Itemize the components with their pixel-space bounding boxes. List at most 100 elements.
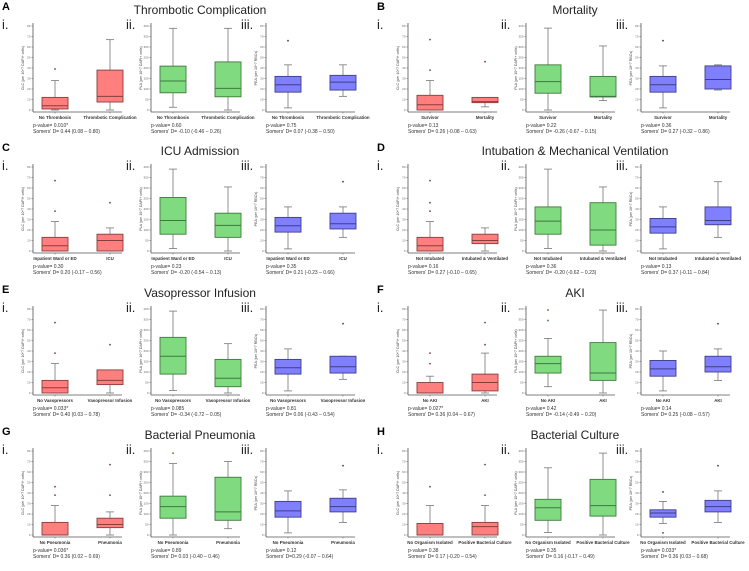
y-tick-label: 0 [404,108,406,112]
box-group-1 [649,39,677,109]
y-axis-label: PLA (per 10^7 DAPI+ cells) [139,329,143,373]
y-tick-label: 0 [522,108,524,112]
y-tick-label: 20 [27,228,31,232]
y-tick-label: 10 [402,381,406,385]
y-tick-label: 200 [143,491,148,495]
subplot-pea: iii. 0 10 20 30 40 50 60 70 80 PEA (per 10^7 RBCs)… [616,17,732,135]
subplot-pea: iii. 0 10 20 30 40 50 60 70 80 PEA (per 10^7 RBCs)… [616,158,741,276]
y-tick-label: 30 [635,360,639,364]
x-tick-label: No Organism Isolated [525,540,571,545]
y-tick-label: 60 [260,470,264,474]
x-tick-label: No Pneumonia [273,540,304,545]
y-tick-label: 10 [260,381,264,385]
x-tick-label: Vasopressor Infusion [321,398,366,403]
subplot-numeral: iii. [616,300,628,315]
panel-svg: H Bacterial Culture i. 0 10 20 30 40 50 60 70 80 CLC… [377,426,745,560]
y-tick-label: 70 [635,176,639,180]
y-axis-label: CLC (per 10^7 DAPI+ cells) [21,329,25,373]
panel-title: Bacterial Culture [531,428,620,442]
box-group-1 [159,452,187,536]
y-tick-label: 40 [635,349,639,353]
y-tick-label: 10 [635,523,639,527]
subplot-clc: i. 0 10 20 30 40 50 60 70 80 CLC (per 10^7 DAPI+ c… [377,300,499,418]
subplot-numeral: i. [377,442,384,457]
y-tick-label: 250 [518,339,523,343]
y-tick-label: 60 [27,328,31,332]
box-iqr [704,355,732,373]
somers-d: Somers' D= 0.27 (-0.32 – 0.86) [641,129,710,135]
y-tick-label: 50 [520,98,524,102]
y-tick-label: 400 [143,24,148,28]
y-tick-label: 300 [143,328,148,332]
box-group-1 [274,490,302,534]
y-tick-label: 70 [27,460,31,464]
y-tick-label: 20 [402,512,406,516]
y-tick-label: 30 [635,77,639,81]
y-tick-label: 10 [260,239,264,243]
box-iqr [589,478,617,517]
y-tick-label: 70 [402,318,406,322]
x-tick-label: Positive Bacterial Culture [458,540,512,545]
y-tick-label: 0 [522,391,524,395]
box-iqr [41,521,69,536]
box-iqr [416,236,444,252]
outlier-point [547,309,549,311]
y-axis-label: PEA (per 10^7 RBCs) [629,51,633,86]
y-tick-label: 70 [635,35,639,39]
subplot-numeral: i. [2,442,9,457]
subplot-pea: iii. 0 10 20 30 40 50 60 70 80 PEA (per 10^7 RBCs)… [241,17,370,135]
panel-letter: B [377,1,385,13]
outlier-point [484,343,486,346]
box-iqr [329,212,357,230]
box-group-1 [41,321,69,394]
x-tick-label: No AKI [423,398,437,403]
x-tick-label: No Pneumonia [158,540,189,545]
y-tick-label: 0 [637,249,639,253]
y-tick-label: 10 [260,98,264,102]
outlier-point [429,362,431,365]
outlier-point [109,201,111,204]
p-value: p-value= 0.89 [151,548,182,554]
x-tick-label: ICU [339,256,347,261]
panel-letter: D [377,142,385,154]
box-iqr [589,342,617,381]
y-tick-label: 60 [402,470,406,474]
box-iqr [41,379,69,394]
box-group-1 [274,348,302,392]
y-tick-label: 350 [518,460,523,464]
subplot-pea: iii. 0 10 20 30 40 50 60 70 80 PEA (per 10^7 RBCs)… [241,158,357,276]
box-iqr [416,382,444,394]
x-tick-label: No Vasopressors [37,398,73,403]
y-tick-label: 350 [143,318,148,322]
y-tick-label: 40 [260,66,264,70]
y-tick-label: 100 [143,228,148,232]
x-tick-label: Pneumonia [331,540,355,545]
y-tick-label: 50 [27,481,31,485]
panel-letter: C [2,142,10,154]
subplot-numeral: i. [2,300,9,315]
y-tick-label: 0 [522,249,524,253]
box-group-2 [704,322,732,381]
y-tick-label: 40 [260,207,264,211]
somers-d: Somers' D= 0.36 (0.03 – 0.68) [641,554,708,560]
subplot-clc: i. 0 10 20 30 40 50 60 70 80 CLC (per 10^7 DAPI+ c… [2,300,133,418]
p-value: p-value= 0.75 [266,123,297,129]
y-tick-label: 50 [145,523,149,527]
box-group-2 [704,464,732,523]
somers-d: Somers' D= -0.20 (-0.62 – 0.23) [526,270,597,276]
y-tick-label: 50 [635,56,639,60]
y-tick-label: 0 [29,533,31,537]
x-tick-label: ICU [106,256,114,261]
y-tick-label: 30 [27,502,31,506]
somers-d: Somers' D= 0.07 (-0.38 – 0.50) [266,129,335,135]
y-tick-label: 30 [260,360,264,364]
somers-d: Somers' D= 0.03 (-0.40 – 0.46) [151,554,220,560]
y-tick-label: 70 [260,176,264,180]
outlier-point [172,452,174,454]
box-group-2 [214,343,242,394]
y-tick-label: 10 [27,523,31,527]
y-tick-label: 150 [143,218,148,222]
p-value: p-value= 0.12 [266,548,297,554]
y-tick-label: 50 [27,339,31,343]
x-tick-label: No Thrombosis [272,115,305,120]
